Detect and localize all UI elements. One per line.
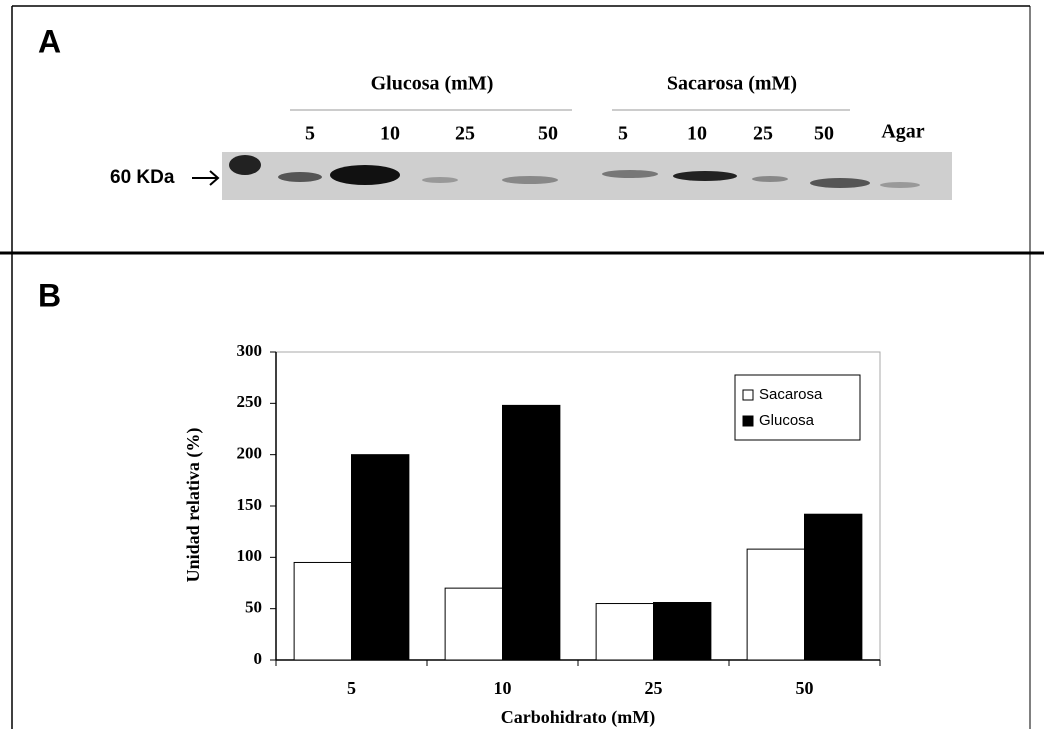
x-tick-label: 5	[347, 678, 356, 698]
lane-label: 5	[305, 123, 315, 145]
y-tick-label: 0	[254, 649, 263, 668]
x-tick-label: 25	[645, 678, 663, 698]
legend-label: Sacarosa	[759, 386, 823, 403]
y-tick-label: 250	[237, 392, 263, 411]
x-tick-label: 10	[494, 678, 512, 698]
panel-label: A	[38, 23, 61, 59]
lane-label: 10	[687, 123, 707, 145]
group-label: Sacarosa (mM)	[667, 73, 797, 95]
bar	[805, 514, 862, 660]
lane-label: 50	[538, 123, 558, 145]
lane-label: 5	[618, 123, 628, 145]
bar	[445, 588, 502, 660]
bar	[294, 562, 351, 660]
lane-label: 25	[753, 123, 773, 145]
bar	[654, 603, 711, 660]
lane-label: Agar	[881, 121, 924, 143]
y-axis-label: Unidad relativa (%)	[183, 428, 204, 583]
bar	[352, 455, 409, 660]
y-tick-label: 50	[245, 598, 262, 617]
legend-swatch	[743, 390, 753, 400]
group-label: Glucosa (mM)	[371, 73, 494, 95]
bar	[503, 405, 560, 660]
legend-label: Glucosa	[759, 412, 815, 429]
marker-arrow	[192, 171, 218, 185]
marker-label: 60 KDa	[110, 167, 175, 188]
y-tick-label: 100	[237, 546, 263, 565]
y-tick-label: 200	[237, 444, 263, 463]
panel-label: B	[38, 277, 61, 313]
y-tick-label: 150	[237, 495, 263, 514]
figure: A B Glucosa (mM) Sacarosa (mM) 5 10 25 5…	[0, 0, 1044, 729]
legend-swatch	[743, 416, 753, 426]
legend	[735, 375, 860, 440]
x-axis-label: Carbohidrato (mM)	[501, 707, 655, 728]
bar	[747, 549, 804, 660]
lane-label: 10	[380, 123, 400, 145]
y-tick-label: 300	[237, 341, 263, 360]
lane-label: 25	[455, 123, 475, 145]
x-tick-label: 50	[796, 678, 814, 698]
bar	[596, 604, 653, 660]
lane-label: 50	[814, 123, 834, 145]
